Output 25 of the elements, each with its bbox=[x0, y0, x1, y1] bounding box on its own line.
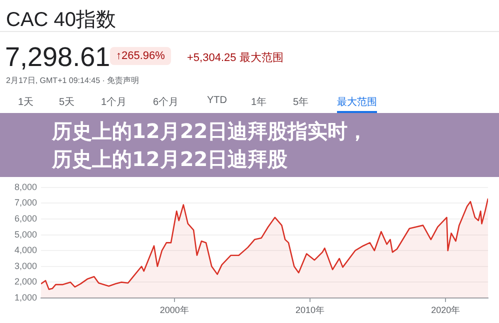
y-tick-label: 8,000 bbox=[14, 182, 37, 192]
y-tick-label: 4,000 bbox=[14, 245, 37, 256]
text: +5,304.25 最大范围 bbox=[187, 51, 284, 65]
text: 6个月 bbox=[153, 96, 179, 109]
text: YTD bbox=[207, 95, 227, 106]
y-tick-label: 3,000 bbox=[14, 260, 37, 271]
y-tick-label: 2,000 bbox=[14, 276, 37, 287]
y-tick-label: 6,000 bbox=[14, 213, 37, 224]
x-tick-label: 2020年 bbox=[431, 304, 460, 315]
chart-subtitle: 7,298.61 bbox=[5, 42, 110, 73]
chart-title: CAC 40指数 bbox=[6, 8, 116, 33]
text: 5年 bbox=[293, 96, 309, 109]
banner: 历史上的12月22日迪拜股指实时，历史上的12月22日迪拜股 bbox=[0, 113, 499, 177]
y-tick-label: 1,000 bbox=[14, 292, 37, 302]
text: 5天 bbox=[59, 96, 75, 109]
y-tick-label: 5,000 bbox=[14, 229, 37, 240]
y-tick-label: 7,000 bbox=[14, 198, 37, 208]
text: 1天 bbox=[18, 96, 34, 109]
text: 最大范围 bbox=[337, 95, 377, 113]
text: ↑265.96% bbox=[110, 47, 171, 65]
text: 2月17日, GMT+1 09:14:45 · 免责声明 bbox=[6, 75, 140, 86]
x-tick-label: 2000年 bbox=[160, 304, 189, 315]
text: 1年 bbox=[251, 96, 267, 109]
x-tick-label: 2010年 bbox=[295, 304, 324, 315]
text: 1个月 bbox=[101, 96, 127, 109]
